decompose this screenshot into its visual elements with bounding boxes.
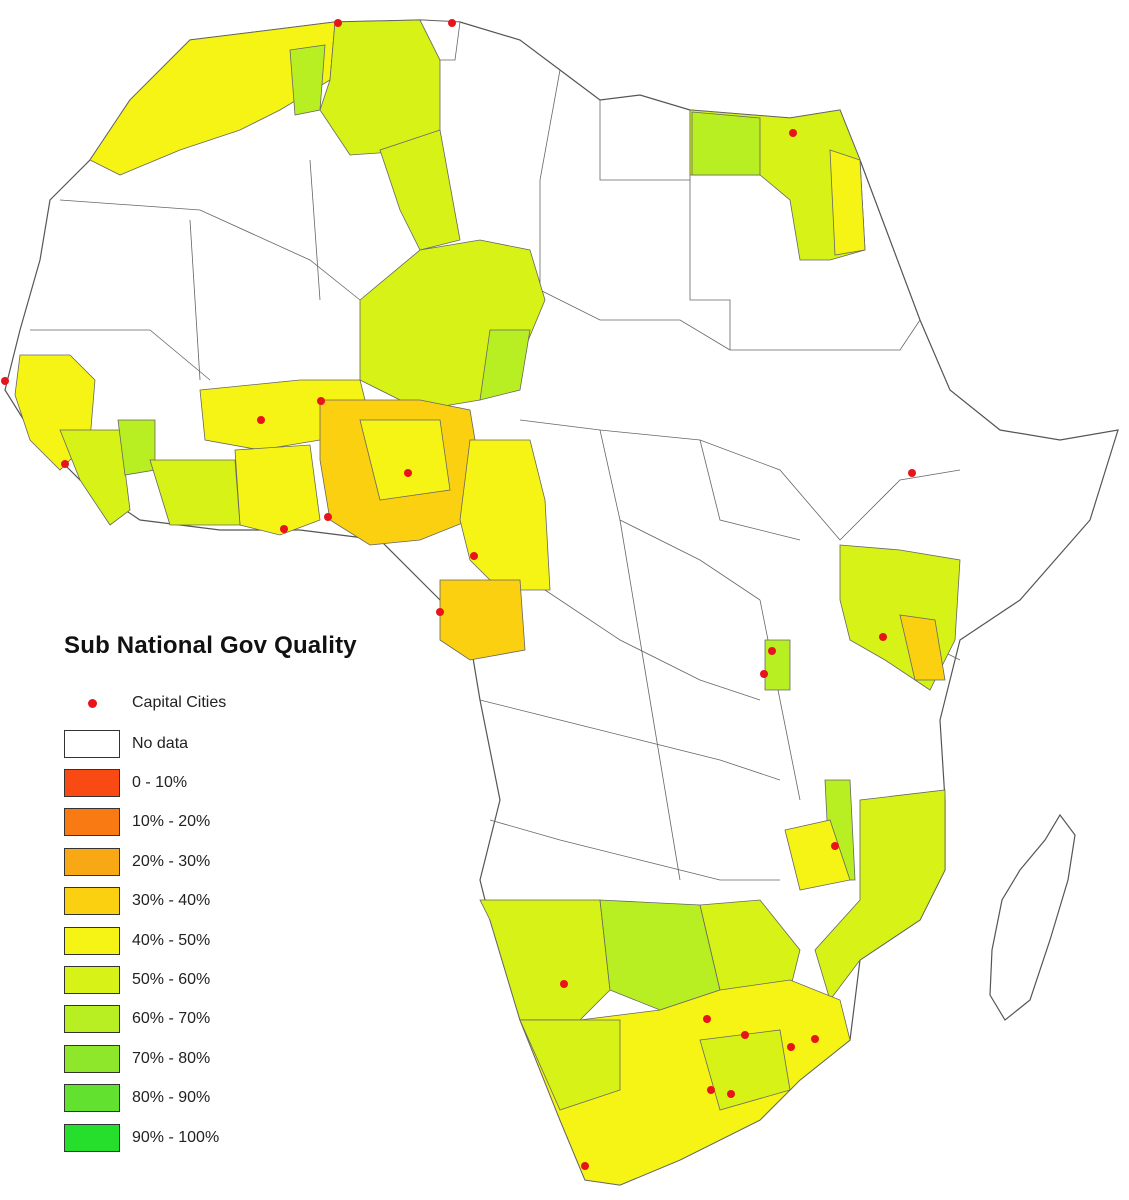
capital-dot (404, 469, 412, 477)
capital-dot (581, 1162, 589, 1170)
capital-dot (760, 670, 768, 678)
legend-item: 30% - 40% (64, 882, 444, 921)
legend-swatch (64, 926, 120, 955)
legend-label: No data (132, 734, 189, 752)
legend-swatch (64, 1084, 120, 1113)
region-zambia (784, 819, 851, 891)
legend-swatch (64, 847, 120, 876)
capital-dot (703, 1015, 711, 1023)
legend-item: 40% - 50% (64, 921, 444, 960)
region-botswana (599, 899, 721, 1011)
legend-label: 50% - 60% (132, 971, 211, 989)
region-kenya-inner (899, 614, 946, 681)
region-cotedivoire-west (117, 419, 156, 476)
capital-dot (768, 647, 776, 655)
region-niger-east (479, 329, 531, 401)
region-south-africa-west (519, 1019, 621, 1111)
capital-dot (560, 980, 568, 988)
legend-swatch (64, 966, 120, 995)
legend-label: 10% - 20% (132, 813, 211, 831)
legend-item-capital-cities: Capital Cities (64, 682, 444, 724)
legend-label: 80% - 90% (132, 1089, 211, 1107)
capital-dot (436, 608, 444, 616)
legend-swatch (64, 1044, 120, 1073)
data-regions (14, 19, 961, 1186)
legend-label: 40% - 50% (132, 931, 211, 949)
capital-dot (879, 633, 887, 641)
capital-dot (257, 416, 265, 424)
legend-item: 0 - 10% (64, 763, 444, 802)
capital-dot (831, 842, 839, 850)
legend-swatch (64, 887, 120, 916)
legend-label: 70% - 80% (132, 1049, 211, 1067)
region-egypt-east (829, 149, 866, 256)
capital-dot (789, 129, 797, 137)
region-namibia (479, 899, 611, 1021)
legend-label: 0 - 10% (132, 774, 188, 792)
capital-dot (61, 460, 69, 468)
region-tunisia (419, 19, 461, 61)
madagascar (989, 813, 1076, 1021)
region-zimbabwe (699, 899, 801, 991)
region-gabon (439, 579, 526, 661)
capital-dot (727, 1090, 735, 1098)
legend-item: 20% - 30% (64, 842, 444, 881)
capital-dot (448, 19, 456, 27)
capital-dot (280, 525, 288, 533)
legend-label: 90% - 100% (132, 1128, 220, 1146)
legend-item: 90% - 100% (64, 1118, 444, 1157)
capital-cities (1, 19, 916, 1170)
region-algeria-inner (289, 44, 326, 116)
capital-dot (324, 513, 332, 521)
legend-item: 70% - 80% (64, 1039, 444, 1078)
capital-dot (334, 19, 342, 27)
region-egypt-west (691, 111, 761, 176)
legend-label: 60% - 70% (132, 1010, 211, 1028)
capital-dot (707, 1086, 715, 1094)
region-algeria-north (319, 19, 441, 156)
legend-label: 20% - 30% (132, 852, 211, 870)
region-lesotho-area (699, 1029, 791, 1111)
map-title: Sub National Gov Quality (64, 632, 357, 659)
capital-dot (811, 1035, 819, 1043)
legend-swatch (64, 1005, 120, 1034)
legend-item: 10% - 20% (64, 803, 444, 842)
region-algeria-strip (379, 129, 461, 251)
legend-item: 60% - 70% (64, 1000, 444, 1039)
region-ghana (234, 444, 321, 536)
region-cameroon (459, 439, 551, 591)
capital-dot (317, 397, 325, 405)
capital-dot (470, 552, 478, 560)
region-nigeria-inner (359, 419, 451, 501)
legend-item: No data (64, 724, 444, 763)
region-mozambique (814, 789, 946, 1001)
legend-label: 30% - 40% (132, 892, 211, 910)
capital-symbol (64, 689, 120, 717)
region-uganda (764, 639, 791, 691)
legend-label: Capital Cities (132, 694, 227, 711)
legend-swatch (64, 1123, 120, 1152)
capital-dot (908, 469, 916, 477)
region-cote-divoire-east (149, 459, 241, 526)
legend-swatch (64, 808, 120, 837)
legend-swatch (64, 729, 120, 758)
capital-dot (787, 1043, 795, 1051)
map-legend: Sub National Gov Quality Capital Cities … (64, 632, 444, 1157)
legend-classes: No data 0 - 10% 10% - 20% 20% - 30% 30% - 40… (64, 724, 444, 1157)
region-guinea (59, 429, 131, 526)
capital-dot (1, 377, 9, 385)
legend-swatch (64, 769, 120, 798)
legend-item: 80% - 90% (64, 1079, 444, 1118)
legend-item: 50% - 60% (64, 960, 444, 999)
capital-dot (741, 1031, 749, 1039)
